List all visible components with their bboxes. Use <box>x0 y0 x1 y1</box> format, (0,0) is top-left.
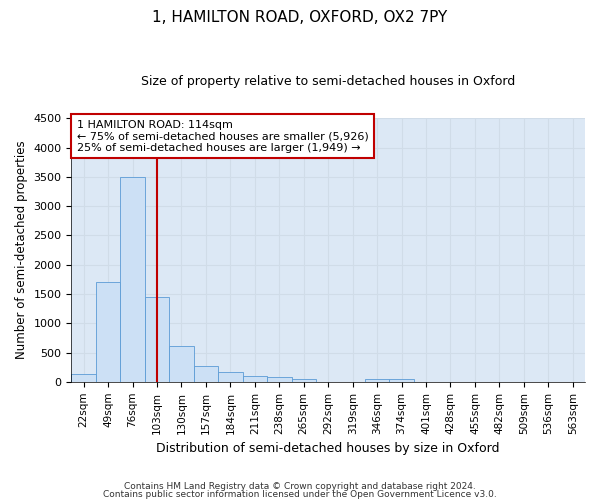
Bar <box>145 297 169 382</box>
Bar <box>218 372 242 382</box>
Text: 1, HAMILTON ROAD, OXFORD, OX2 7PY: 1, HAMILTON ROAD, OXFORD, OX2 7PY <box>152 10 448 25</box>
Y-axis label: Number of semi-detached properties: Number of semi-detached properties <box>15 141 28 360</box>
Bar <box>389 379 414 382</box>
Text: 1 HAMILTON ROAD: 114sqm
← 75% of semi-detached houses are smaller (5,926)
25% of: 1 HAMILTON ROAD: 114sqm ← 75% of semi-de… <box>77 120 368 153</box>
Bar <box>169 346 194 382</box>
Bar <box>96 282 121 382</box>
Bar <box>242 376 267 382</box>
Bar <box>365 379 389 382</box>
Bar <box>267 378 292 382</box>
Bar <box>194 366 218 382</box>
Title: Size of property relative to semi-detached houses in Oxford: Size of property relative to semi-detach… <box>141 75 515 88</box>
Bar <box>121 177 145 382</box>
Text: Contains public sector information licensed under the Open Government Licence v3: Contains public sector information licen… <box>103 490 497 499</box>
Bar <box>71 374 96 382</box>
Text: Contains HM Land Registry data © Crown copyright and database right 2024.: Contains HM Land Registry data © Crown c… <box>124 482 476 491</box>
Bar <box>292 379 316 382</box>
X-axis label: Distribution of semi-detached houses by size in Oxford: Distribution of semi-detached houses by … <box>157 442 500 455</box>
